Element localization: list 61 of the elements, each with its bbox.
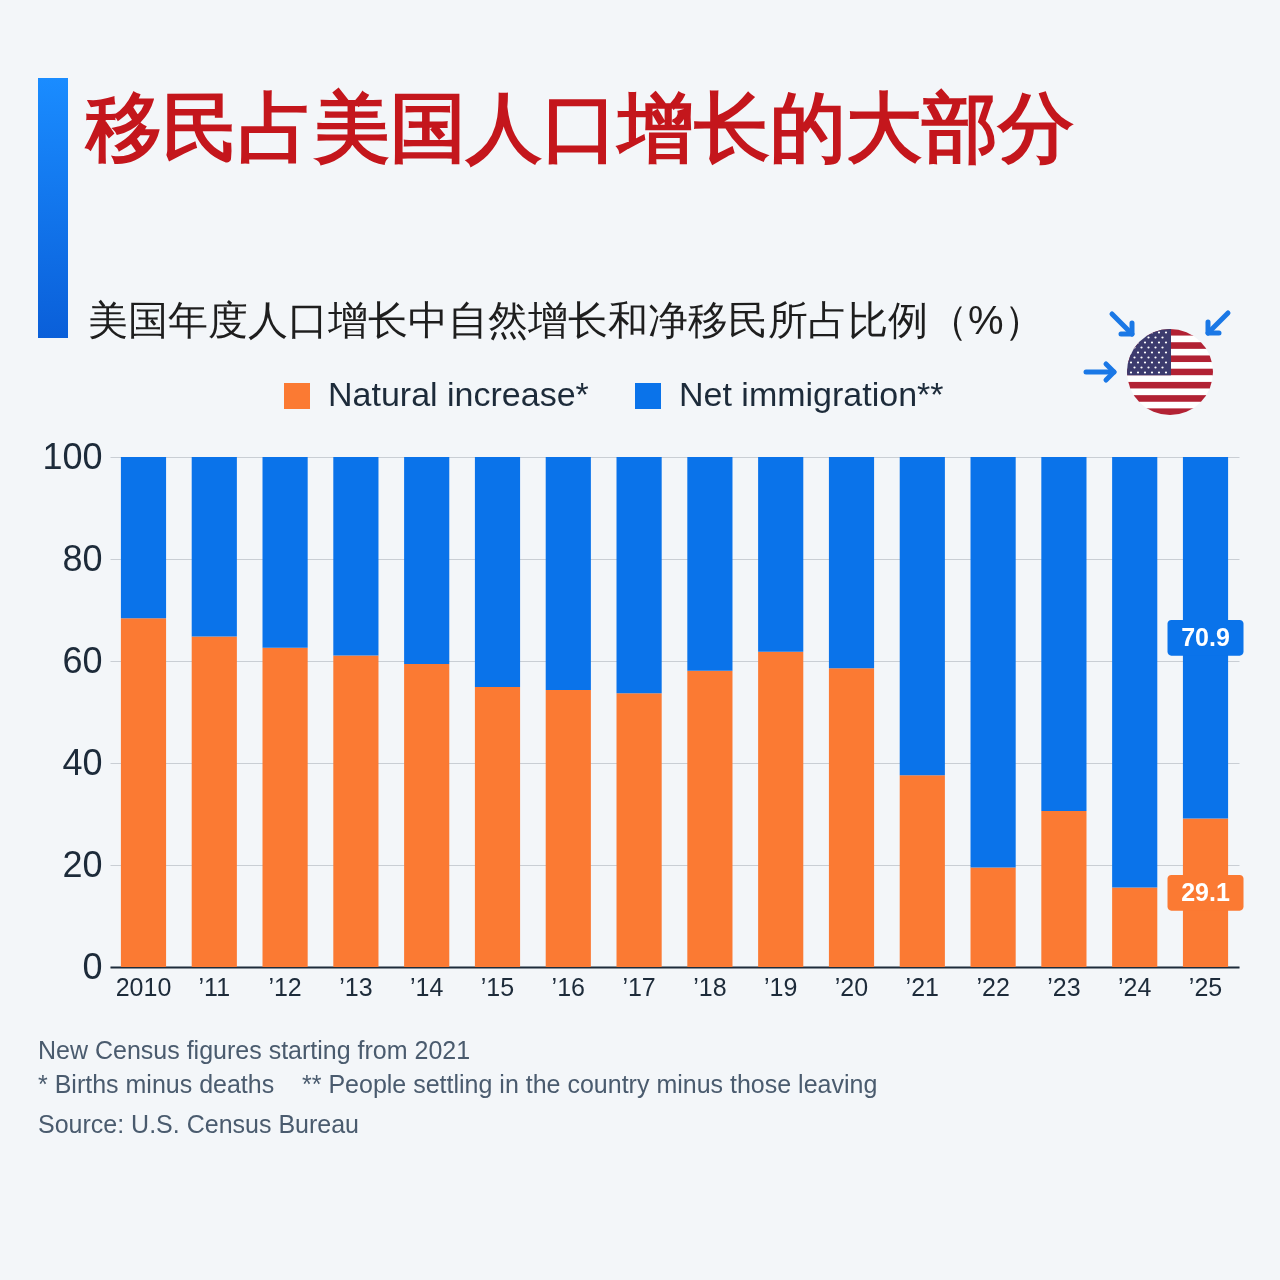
bar (758, 651, 804, 967)
x-tick-label: ’23 (1047, 972, 1081, 1001)
x-tick-label: ’21 (905, 972, 939, 1001)
x-tick-label: ’20 (834, 972, 869, 1001)
source-note: Source: U.S. Census Bureau (38, 1109, 360, 1140)
x-tick-label: ’12 (268, 972, 302, 1001)
bar (828, 457, 875, 669)
y-tick-label: 80 (62, 537, 103, 579)
chart-title: 移民占美国人口增长的大部分 (86, 84, 1074, 172)
bar (545, 690, 591, 967)
bar (474, 457, 521, 688)
x-tick-label: ’19 (764, 972, 798, 1001)
bar (687, 670, 733, 967)
bar (687, 457, 733, 671)
y-tick-label: 0 (82, 945, 103, 987)
bar (616, 693, 662, 967)
bar (758, 457, 804, 652)
text: * Births minus deaths ** People settling in the country minus those leaving (38, 1069, 878, 1100)
chart-subtitle: 美国年度人口增长中自然增长和净移民所占比例（%） (88, 297, 1044, 344)
bar (120, 457, 167, 619)
bar (1041, 810, 1087, 967)
bar (191, 636, 237, 967)
x-tick-label: ’11 (198, 972, 231, 1001)
bar (1112, 887, 1158, 967)
x-tick-label: ’24 (1118, 972, 1152, 1001)
data-label: 29.1 (1181, 877, 1230, 906)
legend-label: Net immigration** (679, 375, 944, 413)
bar (262, 457, 308, 648)
bar (120, 618, 167, 967)
y-tick-label: 100 (42, 435, 103, 477)
data-label: 70.9 (1181, 622, 1230, 651)
x-tick-label: ’17 (622, 972, 656, 1001)
x-tick-label: 2010 (115, 972, 172, 1001)
bar (474, 687, 521, 967)
bar (970, 457, 1016, 868)
y-tick-label: 20 (62, 843, 103, 885)
bar (970, 867, 1016, 967)
y-tick-label: 40 (62, 741, 103, 783)
bar (899, 457, 945, 776)
legend-label: Natural increase* (328, 375, 589, 413)
bar (899, 775, 945, 967)
bar (545, 457, 591, 691)
bar (1041, 457, 1087, 811)
y-tick-label: 60 (62, 639, 103, 681)
bar (262, 647, 308, 967)
x-tick-label: ’18 (693, 972, 727, 1001)
x-tick-label: ’15 (480, 972, 515, 1001)
bar (404, 457, 450, 665)
x-tick-label: ’22 (976, 972, 1010, 1001)
bar (1112, 457, 1158, 888)
bar (333, 457, 379, 656)
x-tick-label: ’16 (551, 972, 585, 1001)
x-tick-label: ’25 (1188, 972, 1223, 1001)
bar (616, 457, 662, 694)
x-tick-label: ’14 (410, 972, 444, 1001)
bar (191, 457, 237, 637)
bar (404, 664, 450, 967)
x-tick-label: ’13 (339, 972, 373, 1001)
bar (828, 668, 875, 967)
text: New Census figures starting from 2021 (38, 1035, 472, 1066)
bar (333, 655, 379, 967)
